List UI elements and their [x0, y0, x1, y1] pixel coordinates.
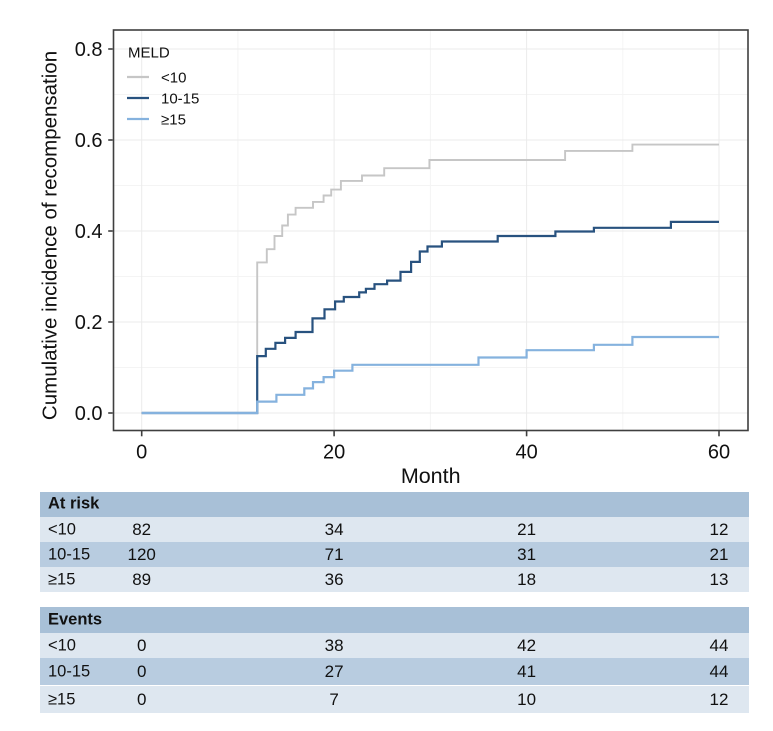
svg-text:0.2: 0.2 — [75, 312, 103, 334]
svg-text:0.6: 0.6 — [75, 130, 103, 152]
svg-text:20: 20 — [323, 442, 345, 464]
svg-text:0.8: 0.8 — [75, 39, 103, 61]
svg-text:≥15: ≥15 — [161, 112, 186, 129]
svg-text:0.4: 0.4 — [75, 221, 103, 243]
svg-text:<10: <10 — [161, 70, 186, 87]
svg-text:0: 0 — [136, 442, 147, 464]
svg-text:Cumulative incidence of recomp: Cumulative incidence of recompensation — [39, 51, 62, 420]
svg-text:MELD: MELD — [128, 45, 170, 62]
svg-text:Month: Month — [401, 464, 461, 488]
svg-text:0.0: 0.0 — [75, 403, 103, 425]
svg-text:10-15: 10-15 — [161, 91, 199, 108]
svg-text:40: 40 — [515, 442, 537, 464]
svg-text:60: 60 — [708, 442, 730, 464]
